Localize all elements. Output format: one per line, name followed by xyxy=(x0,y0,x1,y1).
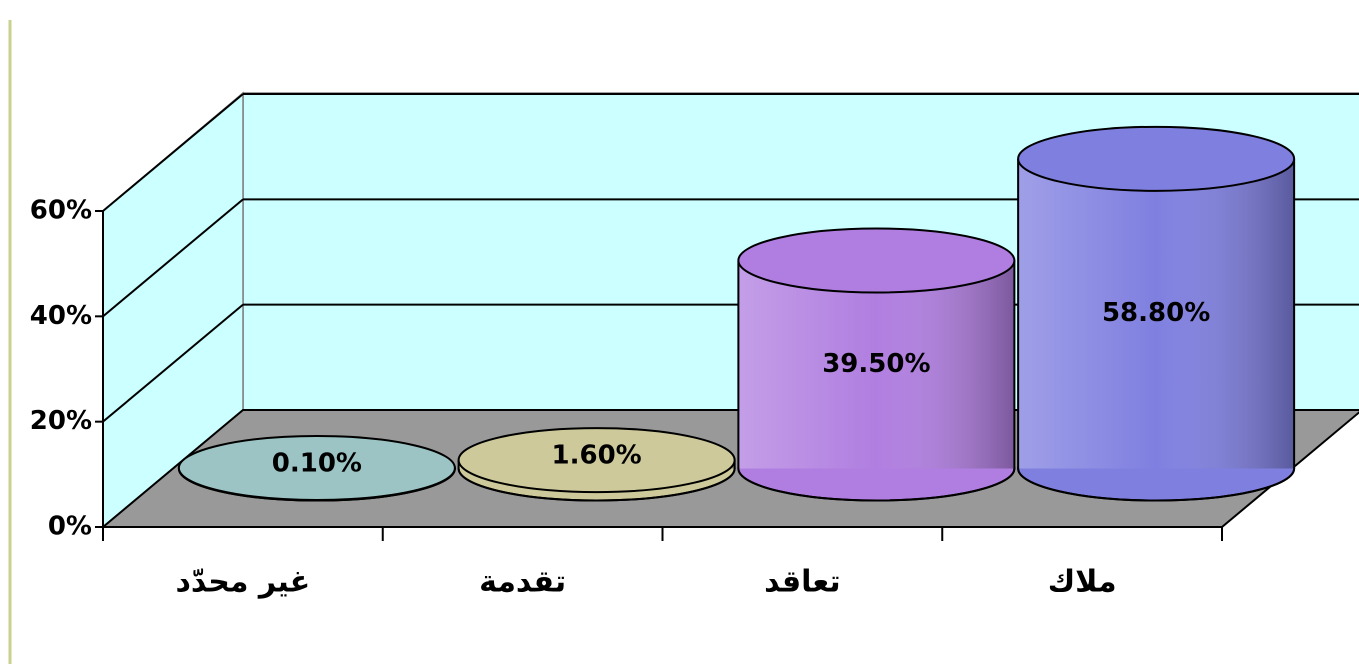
value-label: 39.50% xyxy=(822,349,930,379)
y-tick-label: 40% xyxy=(30,301,92,331)
bar-top xyxy=(737,227,1016,294)
x-tick-label: تعاقد xyxy=(764,565,840,600)
grid-line xyxy=(102,303,244,423)
grid-line xyxy=(102,93,244,212)
x-tick-label: ملاك xyxy=(1048,565,1117,600)
bar-top xyxy=(457,427,736,494)
bar-outline xyxy=(1017,158,1296,502)
y-tick-label: 60% xyxy=(30,196,92,226)
value-label: 1.60% xyxy=(552,441,642,471)
bar-top xyxy=(177,434,456,501)
value-label: 58.80% xyxy=(1102,298,1210,328)
x-tick-label: تقدمة xyxy=(479,565,566,600)
bar-outline xyxy=(457,460,736,502)
x-tick-label: غير محدّد xyxy=(175,565,310,600)
bar-top xyxy=(1017,125,1296,192)
y-tick-label: 0% xyxy=(48,512,92,542)
bar-shade xyxy=(1018,158,1295,469)
bar-outline xyxy=(737,260,1016,502)
bar-shade xyxy=(738,260,1015,469)
y-tick-label: 20% xyxy=(30,406,92,436)
grid-line xyxy=(102,198,244,318)
value-label: 0.10% xyxy=(272,448,362,478)
